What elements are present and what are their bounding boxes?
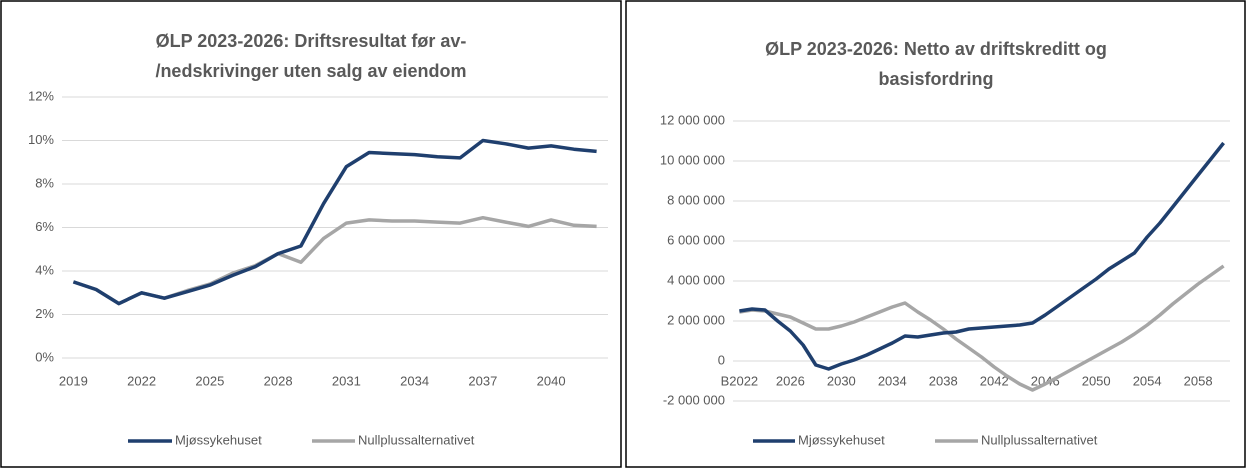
x-tick-label: 2019 bbox=[59, 373, 88, 388]
x-tick-label: 2034 bbox=[400, 373, 429, 388]
chart-title: /nedskrivinger uten salg av eiendom bbox=[155, 61, 466, 81]
y-tick-label: 2 000 000 bbox=[667, 312, 725, 327]
x-tick-label: 2040 bbox=[537, 373, 566, 388]
x-tick-label: 2058 bbox=[1184, 373, 1213, 388]
y-tick-label: 4% bbox=[35, 262, 54, 277]
x-tick-label: 2028 bbox=[264, 373, 293, 388]
y-tick-label: -2 000 000 bbox=[663, 392, 725, 407]
y-tick-label: 8% bbox=[35, 175, 54, 190]
panel-border bbox=[625, 0, 1246, 468]
x-tick-label: 2022 bbox=[127, 373, 156, 388]
y-tick-label: 12 000 000 bbox=[660, 112, 725, 127]
x-tick-label: 2042 bbox=[980, 373, 1009, 388]
line-series bbox=[72, 215, 597, 306]
x-tick-label: 2034 bbox=[878, 373, 907, 388]
x-tick-label: 2026 bbox=[776, 373, 805, 388]
y-tick-label: 0 bbox=[718, 352, 725, 367]
x-tick-label: 2050 bbox=[1082, 373, 1111, 388]
legend-label: Mjøssykehuset bbox=[798, 432, 885, 447]
y-tick-label: 0% bbox=[35, 349, 54, 364]
x-tick-label: B2022 bbox=[721, 373, 759, 388]
legend-label: Nullplussalternativet bbox=[358, 432, 475, 447]
y-tick-label: 4 000 000 bbox=[667, 272, 725, 287]
line-series bbox=[72, 138, 597, 306]
x-tick-label: 2038 bbox=[929, 373, 958, 388]
x-tick-label: 2037 bbox=[468, 373, 497, 388]
x-tick-label: 2046 bbox=[1031, 373, 1060, 388]
chart-title: ØLP 2023-2026: Driftsresultat før av- bbox=[156, 31, 467, 51]
y-tick-label: 2% bbox=[35, 306, 54, 321]
x-tick-label: 2031 bbox=[332, 373, 361, 388]
x-tick-label: 2025 bbox=[195, 373, 224, 388]
chart-title: basisfordring bbox=[878, 69, 993, 89]
chart-title: ØLP 2023-2026: Netto av driftskreditt og bbox=[765, 39, 1107, 59]
x-tick-label: 2030 bbox=[827, 373, 856, 388]
x-tick-label: 2054 bbox=[1133, 373, 1162, 388]
legend-label: Nullplussalternativet bbox=[981, 432, 1098, 447]
y-tick-label: 10 000 000 bbox=[660, 152, 725, 167]
y-tick-label: 10% bbox=[28, 132, 54, 147]
y-tick-label: 6 000 000 bbox=[667, 232, 725, 247]
legend-label: Mjøssykehuset bbox=[175, 432, 262, 447]
line-series bbox=[739, 264, 1225, 392]
panel-border bbox=[0, 0, 622, 468]
y-tick-label: 12% bbox=[28, 88, 54, 103]
y-tick-label: 8 000 000 bbox=[667, 192, 725, 207]
line-series bbox=[739, 141, 1225, 371]
y-tick-label: 6% bbox=[35, 219, 54, 234]
